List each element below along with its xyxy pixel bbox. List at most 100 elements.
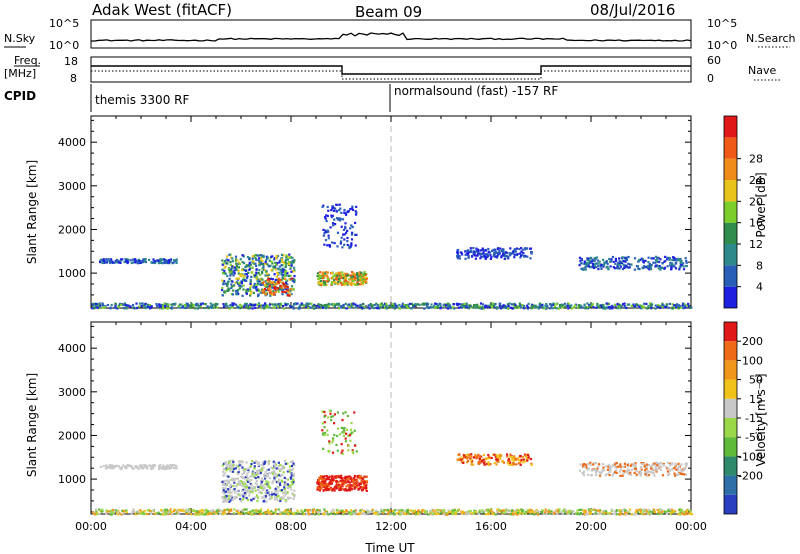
power-ground-echo [658, 305, 661, 308]
velocity-ground-echo [417, 511, 420, 515]
cpid-label: CPID [4, 89, 36, 103]
power-echo [272, 292, 276, 295]
power-echo [602, 258, 605, 261]
power-echo [274, 278, 277, 281]
power-ground-echo [170, 303, 173, 306]
power-echo [526, 255, 529, 258]
power-ground-echo [312, 307, 315, 310]
velocity-ground-echo [121, 509, 124, 512]
velocity-ground-echo [689, 512, 692, 515]
velocity-echo [354, 479, 357, 482]
station-title: Adak West (fitACF) [92, 1, 232, 19]
velocity-echo [481, 458, 484, 461]
power-echo [225, 258, 228, 261]
power-echo [529, 257, 532, 260]
velocity-echo [353, 411, 356, 414]
cpid-mode-1: themis 3300 RF [95, 93, 189, 107]
velocity-echo [146, 467, 149, 470]
velocity-echo [279, 483, 282, 487]
power-echo [622, 259, 625, 262]
power-ground-echo [101, 306, 104, 309]
power-echo [355, 233, 358, 236]
power-ground-echo [363, 306, 366, 309]
power-ground-echo [335, 303, 338, 306]
power-echo [227, 267, 230, 271]
velocity-echo [266, 473, 269, 476]
velocity-echo [357, 488, 360, 491]
power-ground-echo [248, 305, 252, 308]
velocity-echo [321, 422, 324, 425]
power-echo [226, 289, 229, 292]
power-echo [236, 266, 239, 269]
velocity-echo [235, 485, 238, 488]
velocity-echo [232, 485, 235, 488]
velocity-ground-echo [313, 508, 316, 511]
power-ground-echo [541, 306, 545, 309]
velocity-echo [590, 473, 593, 476]
power-echo [646, 264, 649, 268]
velocity-ground-echo [419, 511, 422, 514]
power-ground-echo [286, 302, 289, 306]
power-echo [241, 294, 244, 297]
velocity-echo [348, 481, 351, 484]
power-echo [263, 269, 267, 272]
velocity-echo [363, 479, 366, 483]
velocity-echo [460, 456, 463, 459]
power-echo [530, 252, 533, 255]
velocity-echo [333, 489, 336, 492]
velocity-ground-echo [166, 510, 170, 513]
velocity-echo [108, 463, 111, 467]
power-echo [238, 263, 241, 266]
power-echo [338, 274, 341, 277]
velocity-ground-echo [327, 513, 330, 516]
velocity-echo [327, 482, 331, 486]
velocity-echo [224, 461, 227, 464]
velocity-ground-echo [576, 513, 579, 516]
power-ground-echo [554, 305, 557, 308]
velocity-echo [329, 482, 332, 486]
velocity-echo [247, 477, 250, 480]
power-echo [166, 260, 169, 263]
velocity-echo [681, 472, 685, 476]
velocity-ground-echo [484, 513, 488, 516]
velocity-echo [323, 475, 326, 478]
velocity-echo [223, 495, 226, 498]
velocity-echo [472, 456, 475, 459]
velocity-echo [292, 475, 295, 478]
power-ground-echo [436, 306, 439, 309]
velocity-echo [260, 477, 263, 480]
velocity-ground-echo [105, 512, 108, 515]
velocity-echo [645, 463, 648, 466]
velocity-ground-echo [262, 512, 265, 515]
power-ground-echo [211, 306, 214, 309]
velocity-echo [341, 419, 344, 422]
velocity-ground-echo [583, 511, 586, 514]
power-echo [141, 260, 144, 264]
power-ground-echo [258, 305, 261, 308]
power-ground-echo [94, 305, 97, 308]
power-echo [290, 277, 294, 280]
power-ground-echo [480, 307, 483, 310]
velocity-ground-echo [630, 513, 633, 516]
velocity-echo [232, 498, 235, 501]
velocity-echo [243, 470, 246, 473]
power-echo [264, 261, 267, 264]
power-echo [600, 267, 603, 270]
power-echo [286, 258, 289, 261]
velocity-panel-ytick-label-2: 3000 [58, 386, 86, 399]
velocity-echo [330, 482, 333, 485]
velocity-echo [358, 482, 361, 485]
power-ground-echo [595, 306, 598, 309]
power-echo [456, 251, 459, 254]
power-echo [261, 281, 264, 285]
velocity-ground-echo [316, 511, 319, 514]
power-echo [626, 266, 629, 269]
velocity-echo [487, 454, 490, 457]
power-echo [342, 277, 345, 280]
velocity-echo [236, 489, 239, 492]
velocity-echo [362, 481, 365, 484]
power-ground-echo [95, 306, 98, 309]
power-echo [276, 282, 279, 285]
velocity-echo [161, 467, 164, 470]
power-ground-echo [233, 302, 236, 305]
